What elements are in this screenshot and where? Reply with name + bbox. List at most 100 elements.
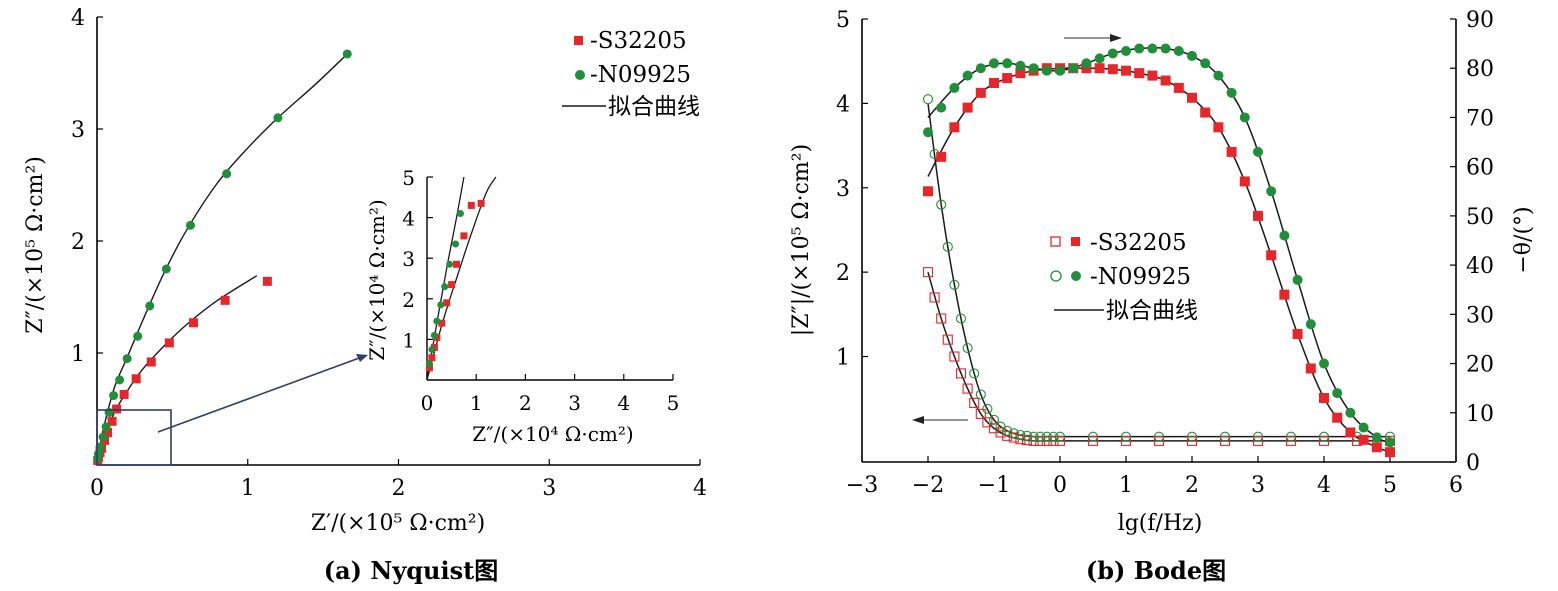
data-point (1002, 425, 1013, 436)
data-point (103, 428, 113, 438)
data-point (975, 87, 986, 98)
data-point (995, 427, 1006, 438)
data-point (982, 403, 993, 414)
data-point (1226, 87, 1237, 98)
data-point (1253, 146, 1263, 157)
y-tick-label: 2 (71, 230, 85, 255)
data-point (962, 343, 973, 354)
data-point (1186, 435, 1198, 446)
y-tick-label: 3 (402, 247, 415, 271)
y-tick-label: 3 (71, 118, 85, 143)
data-point (1121, 65, 1131, 76)
data-point (936, 199, 947, 210)
y-tick-label: 5 (836, 8, 850, 33)
data-point (1068, 63, 1079, 74)
inset-y-label: Z″/(×10⁴ Ω·cm²) (365, 199, 389, 360)
data-point (428, 346, 436, 354)
data-point (1002, 73, 1013, 84)
data-point (1332, 388, 1343, 399)
data-point (145, 301, 155, 311)
data-point (949, 351, 960, 362)
data-point (1028, 63, 1039, 74)
data-point (1371, 432, 1382, 443)
data-point (122, 354, 132, 364)
data-point (942, 241, 953, 252)
y-tick-label: 4 (402, 207, 415, 231)
data-point (133, 331, 143, 341)
data-point (438, 319, 446, 327)
data-point (1087, 435, 1099, 446)
data-point (1358, 434, 1369, 445)
data-point (453, 260, 461, 268)
data-point (1285, 435, 1297, 446)
legend-label-s32205: -S32205 (590, 28, 687, 54)
legend-green-circle-marker (1071, 271, 1081, 281)
data-point (949, 122, 960, 133)
legend-label-fit: 拟合曲线 (1106, 298, 1198, 324)
x-tick-label: 0 (90, 476, 104, 501)
x-tick-label: −3 (846, 473, 878, 498)
data-point (1239, 176, 1250, 187)
data-point (1087, 431, 1099, 442)
right-axis-arrow-head (1110, 34, 1122, 42)
data-point (1186, 431, 1198, 442)
data-point (1107, 48, 1118, 59)
data-point (1318, 431, 1330, 442)
y2-tick-label: 20 (1466, 353, 1494, 378)
data-point (1305, 363, 1316, 374)
x-tick-label: 3 (1251, 473, 1265, 498)
data-point (188, 318, 198, 328)
data-point (1219, 431, 1231, 442)
legend-open-square-marker (1050, 236, 1061, 247)
data-point (1035, 431, 1046, 442)
data-point (1252, 431, 1264, 442)
nyquist-y-label: Z″/(×10⁵ Ω·cm²) (23, 156, 48, 334)
data-point (107, 416, 117, 426)
data-point (101, 422, 111, 432)
x-tick-label: 1 (241, 476, 255, 501)
data-point (1319, 358, 1329, 369)
nyquist-chart: 0 1 2 3 4 1 2 3 4 Z″/(×10⁵ Ω·cm²) Z′/(×10⁵ Ω·cm²… (23, 6, 707, 536)
x-tick-label: 1 (470, 391, 483, 415)
left-axis-arrow-head (912, 416, 924, 424)
data-point (1292, 329, 1303, 340)
x-tick-label: 0 (1053, 473, 1067, 498)
y-tick-label: 2 (402, 288, 415, 312)
y2-tick-label: 50 (1466, 205, 1494, 230)
data-point (98, 432, 108, 442)
data-point (1292, 274, 1303, 285)
legend-label-n09925: -N09925 (590, 62, 691, 88)
data-point (1173, 45, 1184, 56)
data-point (1385, 437, 1395, 448)
y-tick-label: 5 (402, 166, 415, 190)
data-point (342, 49, 352, 59)
data-point (1002, 58, 1013, 69)
data-point (949, 279, 960, 290)
y2-tick-label: 90 (1466, 8, 1494, 33)
data-point (452, 240, 460, 248)
nyquist-x-label: Z′/(×10⁵ Ω·cm²) (311, 511, 485, 536)
data-point (460, 232, 468, 240)
data-point (1021, 435, 1033, 446)
data-point (1015, 429, 1026, 441)
data-point (955, 368, 967, 379)
fit-curve (96, 53, 348, 466)
data-point (955, 313, 967, 324)
data-point (1120, 435, 1132, 446)
data-point (1226, 146, 1237, 157)
y-tick-label: 3 (836, 177, 850, 202)
data-point (164, 338, 174, 348)
data-point (185, 220, 195, 230)
data-point (1041, 431, 1052, 442)
data-point (262, 276, 272, 286)
x-tick-label: 2 (392, 476, 406, 501)
data-point (936, 313, 947, 324)
data-point (161, 264, 171, 274)
data-point (441, 283, 449, 291)
data-point (1121, 45, 1131, 56)
data-point (975, 389, 986, 400)
data-point (428, 354, 436, 362)
data-point (220, 295, 230, 305)
data-point (1055, 65, 1065, 76)
